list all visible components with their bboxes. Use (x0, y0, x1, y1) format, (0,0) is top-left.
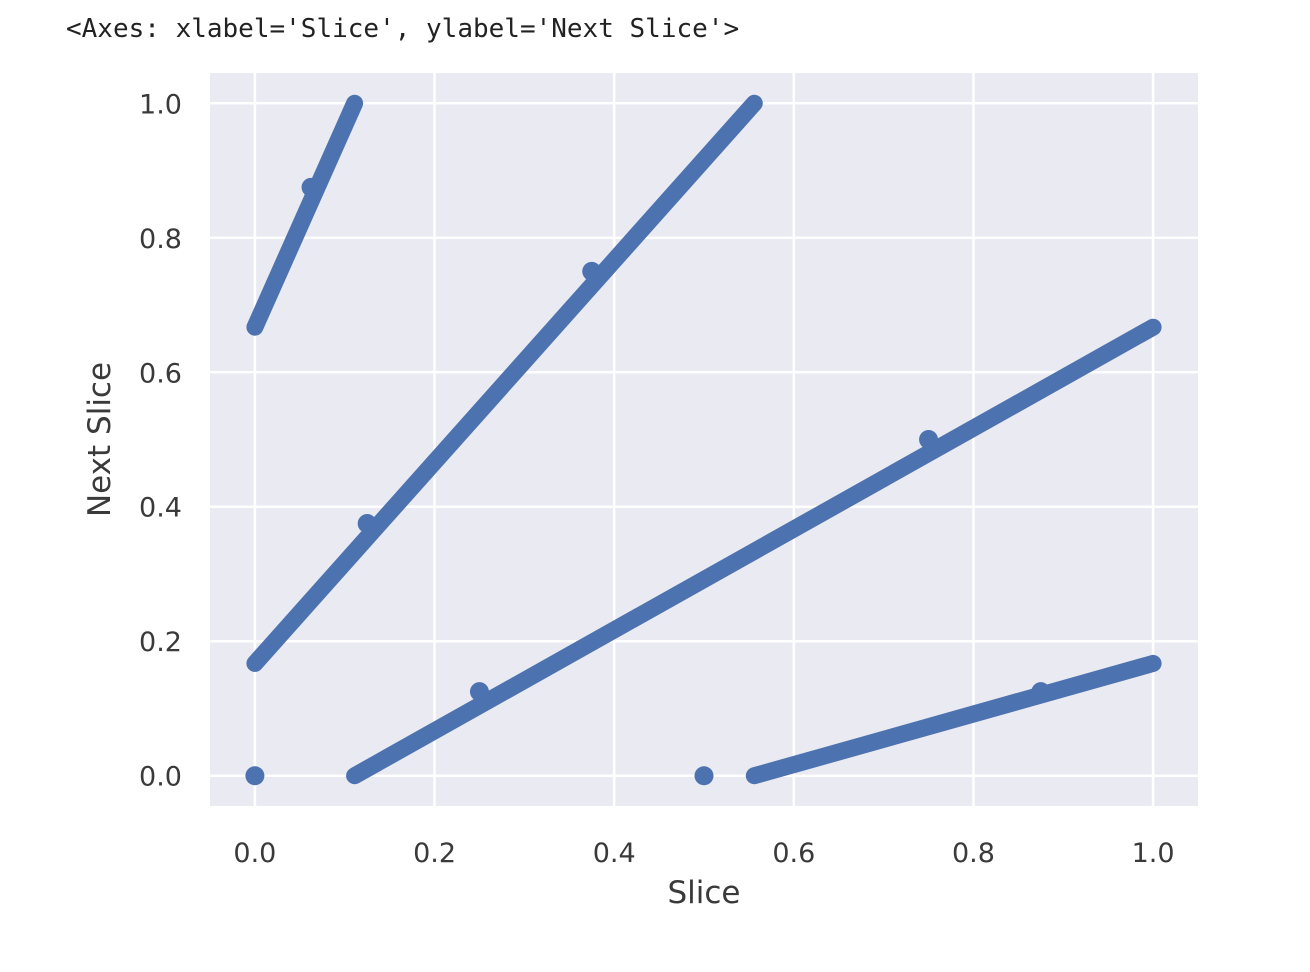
scatter-point (582, 261, 602, 281)
x-tick-labels: 0.0 0.2 0.4 0.6 0.8 1.0 (233, 838, 1174, 869)
scatter-point (469, 682, 489, 702)
scatter-point-series (346, 318, 1162, 785)
y-tick-label: 0.4 (139, 493, 182, 524)
scatter-point-series (745, 654, 1162, 785)
x-axis-label: Slice (667, 875, 740, 911)
plot-background (210, 73, 1198, 806)
x-tick-label: 0.2 (413, 838, 456, 869)
scatter-point (357, 514, 377, 534)
x-tick-label: 1.0 (1132, 838, 1175, 869)
y-axis-label: Next Slice (82, 362, 118, 517)
scatter-point-series (246, 94, 763, 672)
scatter-point (301, 177, 321, 197)
x-tick-label: 0.4 (593, 838, 636, 869)
y-tick-label: 0.6 (139, 358, 182, 389)
x-tick-label: 0.0 (233, 838, 276, 869)
y-tick-label: 1.0 (139, 89, 182, 120)
scatter-point (1031, 682, 1051, 702)
scatter-point (919, 430, 939, 449)
x-tick-label: 0.6 (772, 838, 815, 869)
scatter-point (694, 766, 714, 786)
y-tick-label: 0.8 (139, 224, 182, 255)
data-marks (245, 94, 1162, 786)
y-tick-labels: 0.0 0.2 0.4 0.6 0.8 1.0 (139, 89, 182, 792)
y-tick-label: 0.0 (139, 762, 182, 793)
scatter-point-series (246, 94, 364, 336)
y-tick-label: 0.2 (139, 627, 182, 658)
axes-repr-text: <Axes: xlabel='Slice', ylabel='Next Slic… (66, 14, 740, 44)
scatter-point (245, 766, 265, 786)
x-tick-label: 0.8 (952, 838, 995, 869)
